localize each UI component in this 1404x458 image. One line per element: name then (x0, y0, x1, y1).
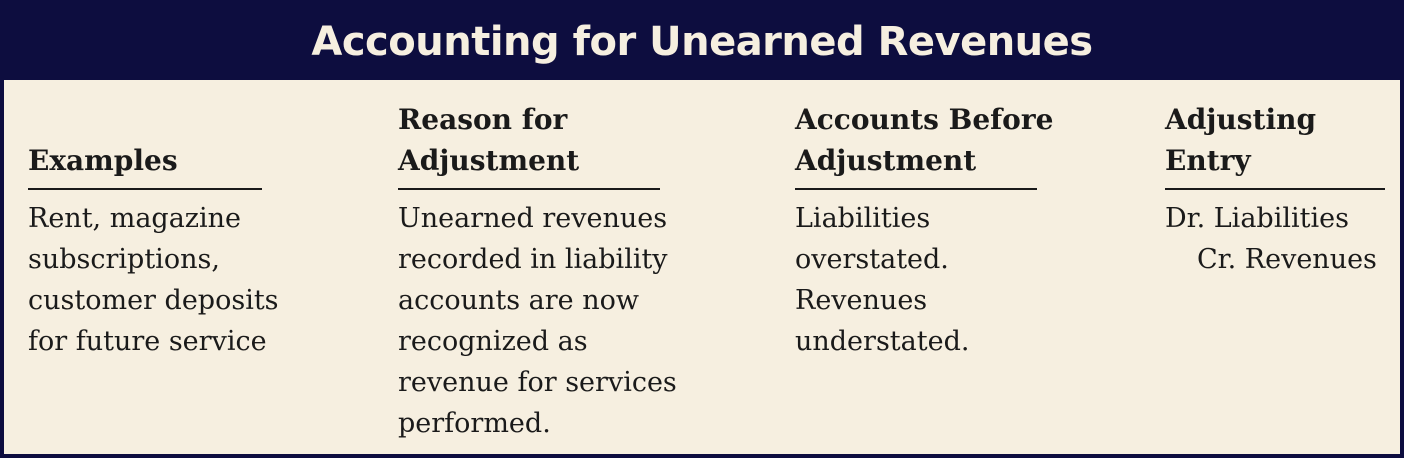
page-title: Accounting for Unearned Revenues (311, 19, 1093, 65)
column-body: Liabilities overstated. Revenues underst… (795, 198, 1037, 362)
column-examples: Examples Rent, magazine subscriptions, c… (28, 102, 279, 362)
column-header: Reason for Adjustment (398, 102, 660, 190)
body-line: Unearned revenues (398, 203, 668, 234)
title-bar: Accounting for Unearned Revenues (4, 4, 1400, 80)
column-body: Rent, magazine subscriptions, customer d… (28, 198, 279, 362)
body-line: recorded in liability (398, 244, 668, 275)
column-body: Dr. Liabilities Cr. Revenues (1165, 198, 1385, 280)
body-line: Liabilities (795, 203, 931, 234)
debit-entry: Dr. Liabilities (1165, 203, 1349, 234)
column-accounts-before-adjustment: Accounts Before Adjustment Liabilities o… (795, 102, 1053, 362)
column-adjusting-entry: Adjusting Entry Dr. Liabilities Cr. Reve… (1165, 102, 1385, 280)
header-line: Accounts Before (795, 103, 1054, 136)
column-header: Accounts Before Adjustment (795, 102, 1053, 190)
body-line: understated. (795, 326, 970, 357)
column-reason-for-adjustment: Reason for Adjustment Unearned revenues … (398, 102, 677, 444)
header-line: Adjustment (795, 144, 977, 177)
credit-entry: Cr. Revenues (1197, 244, 1377, 275)
body-line: performed. (398, 408, 551, 439)
body-line: subscriptions, (28, 244, 220, 275)
body-line: recognized as (398, 326, 588, 357)
body-line: Revenues (795, 285, 928, 316)
body-line: customer deposits (28, 285, 279, 316)
header-line: Adjustment (398, 144, 580, 177)
body-line: Rent, magazine (28, 203, 242, 234)
column-body: Unearned revenues recorded in liability … (398, 198, 677, 444)
column-header: Adjusting Entry (1165, 102, 1385, 190)
body-line: revenue for services (398, 367, 677, 398)
header-line: Reason for (398, 103, 568, 136)
header-line: Adjusting (1165, 103, 1317, 136)
body-line: for future service (28, 326, 267, 357)
header-line: Entry (1165, 144, 1251, 177)
header-line: Examples (28, 144, 178, 177)
column-header: Examples (28, 102, 262, 190)
body-line: accounts are now (398, 285, 639, 316)
body-line: overstated. (795, 244, 949, 275)
